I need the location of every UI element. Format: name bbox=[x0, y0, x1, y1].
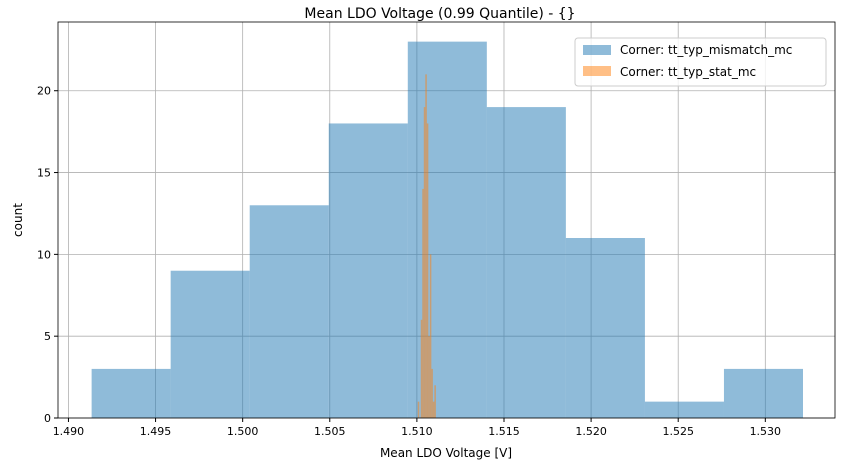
x-tick-label: 1.490 bbox=[53, 425, 85, 438]
histogram-bar-mismatch bbox=[249, 205, 329, 418]
histogram-bar-mismatch bbox=[723, 368, 803, 418]
legend-box bbox=[574, 37, 827, 87]
x-tick-label: 1.520 bbox=[575, 425, 607, 438]
legend-label-mismatch: Corner: tt_typ_mismatch_mc bbox=[620, 43, 792, 57]
plot-frame bbox=[57, 21, 836, 419]
histogram-bar-mismatch bbox=[170, 270, 250, 418]
histogram-bar-stat bbox=[426, 123, 429, 419]
y-tick-label: 15 bbox=[37, 167, 51, 180]
histogram-bar-mismatch bbox=[565, 238, 645, 418]
chart-title: Mean LDO Voltage (0.99 Quantile) - {} bbox=[304, 6, 575, 22]
bars bbox=[91, 41, 803, 419]
legend-label-stat: Corner: tt_typ_stat_mc bbox=[620, 65, 756, 79]
legend: Corner: tt_typ_mismatch_mc Corner: tt_ty… bbox=[574, 37, 827, 87]
histogram-bar-stat bbox=[429, 254, 432, 418]
x-tick-label: 1.525 bbox=[662, 425, 694, 438]
histogram-bar-stat bbox=[425, 74, 427, 418]
y-tick-label: 20 bbox=[37, 85, 51, 98]
y-tick-label: 10 bbox=[37, 248, 51, 261]
y-tick-label: 0 bbox=[44, 412, 51, 425]
histogram-bar-mismatch bbox=[486, 107, 566, 418]
x-tick-label: 1.530 bbox=[750, 425, 782, 438]
histogram-bar-stat bbox=[431, 368, 433, 418]
histogram-bar-mismatch bbox=[644, 401, 724, 418]
histogram-bar-stat bbox=[434, 385, 436, 418]
histogram-bar-stat bbox=[417, 401, 420, 418]
histogram-bar-mismatch bbox=[328, 123, 408, 419]
y-axis-label: count bbox=[11, 203, 25, 237]
legend-swatch-stat bbox=[583, 66, 611, 76]
y-tick-label: 5 bbox=[44, 330, 51, 343]
histogram-bar-mismatch bbox=[91, 368, 171, 418]
histogram-bar-stat bbox=[428, 336, 430, 418]
legend-swatch-mismatch bbox=[583, 45, 611, 55]
histogram-bar-mismatch bbox=[407, 41, 487, 419]
histogram-bar-stat bbox=[422, 188, 424, 418]
x-tick-label: 1.510 bbox=[401, 425, 433, 438]
histogram-bar-stat bbox=[420, 319, 423, 418]
x-tick-label: 1.515 bbox=[488, 425, 520, 438]
x-axis-label: Mean LDO Voltage [V] bbox=[380, 446, 512, 460]
ticks: 1.490 1.495 1.500 1.505 1.510 1.515 1.520 1.525… bbox=[37, 85, 781, 438]
x-tick-label: 1.495 bbox=[140, 425, 172, 438]
histogram-bar-stat bbox=[432, 401, 435, 418]
x-tick-label: 1.500 bbox=[227, 425, 259, 438]
x-tick-label: 1.505 bbox=[314, 425, 346, 438]
histogram-bar-stat bbox=[423, 107, 426, 418]
